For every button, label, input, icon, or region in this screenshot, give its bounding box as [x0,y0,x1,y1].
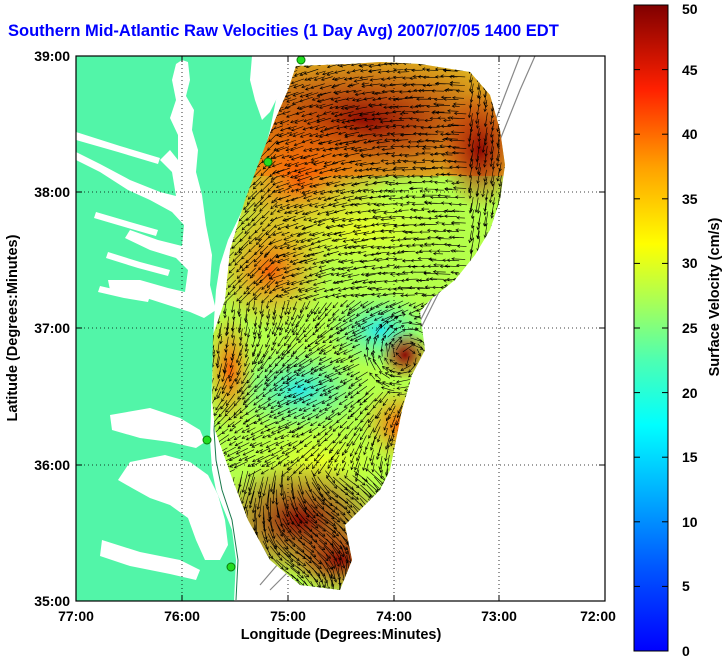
colorbar-tick-label: 10 [682,514,698,530]
y-axis-label: Latitude (Degrees:Minutes) [5,234,21,421]
albemarle-sound [110,408,205,448]
colorbar-tick-label: 50 [682,1,698,17]
delaware-bay [250,56,290,120]
y-tick-label: 37:00 [34,320,70,336]
station-marker [226,562,236,572]
colorbar-tick-label: 15 [682,449,698,465]
x-tick-label: 76:00 [164,608,200,624]
pamlico-sound [118,455,228,560]
colorbar-tick-label: 5 [682,578,690,594]
colorbar-ticks [634,4,668,652]
station-marker [263,157,273,167]
colorbar-tick-label: 30 [682,255,698,271]
x-tick-label: 73:00 [481,608,517,624]
colorbar-tick-label: 25 [682,320,698,336]
neuse-river [100,540,200,580]
x-tick-label: 75:00 [270,608,306,624]
y-tick-label: 38:00 [34,184,70,200]
colorbar-label: Surface Velocity (cm/s) [707,217,723,376]
y-tick-label: 35:00 [34,593,70,609]
chart-title: Southern Mid-Atlantic Raw Velocities (1 … [8,22,559,40]
radar-stations [202,55,306,572]
x-tick-label: 77:00 [58,608,94,624]
york-river [106,252,170,276]
colorbar-tick-label: 40 [682,126,698,142]
colorbar-tick-labels: 0 5 10 15 20 25 30 35 40 45 50 [682,1,698,659]
x-tick-label: 72:00 [580,608,616,624]
colorbar-tick-label: 45 [682,62,698,78]
rappahannock-river [94,212,158,236]
potomac-river [76,132,160,164]
y-tick-label: 36:00 [34,457,70,473]
x-axis-label: Longitude (Degrees:Minutes) [241,627,442,643]
y-tick-label: 39:00 [34,48,70,64]
colorbar-tick-label: 35 [682,191,698,207]
x-tick-label: 74:00 [376,608,412,624]
chesapeake-bay [76,60,216,318]
james-river [98,286,150,302]
station-marker [202,435,212,445]
outer-banks [213,399,239,601]
station-marker [296,55,306,65]
colorbar-tick-label: 20 [682,385,698,401]
tick-marks [76,56,605,601]
colorbar-tick-label: 0 [682,643,690,659]
gridlines [76,56,605,601]
